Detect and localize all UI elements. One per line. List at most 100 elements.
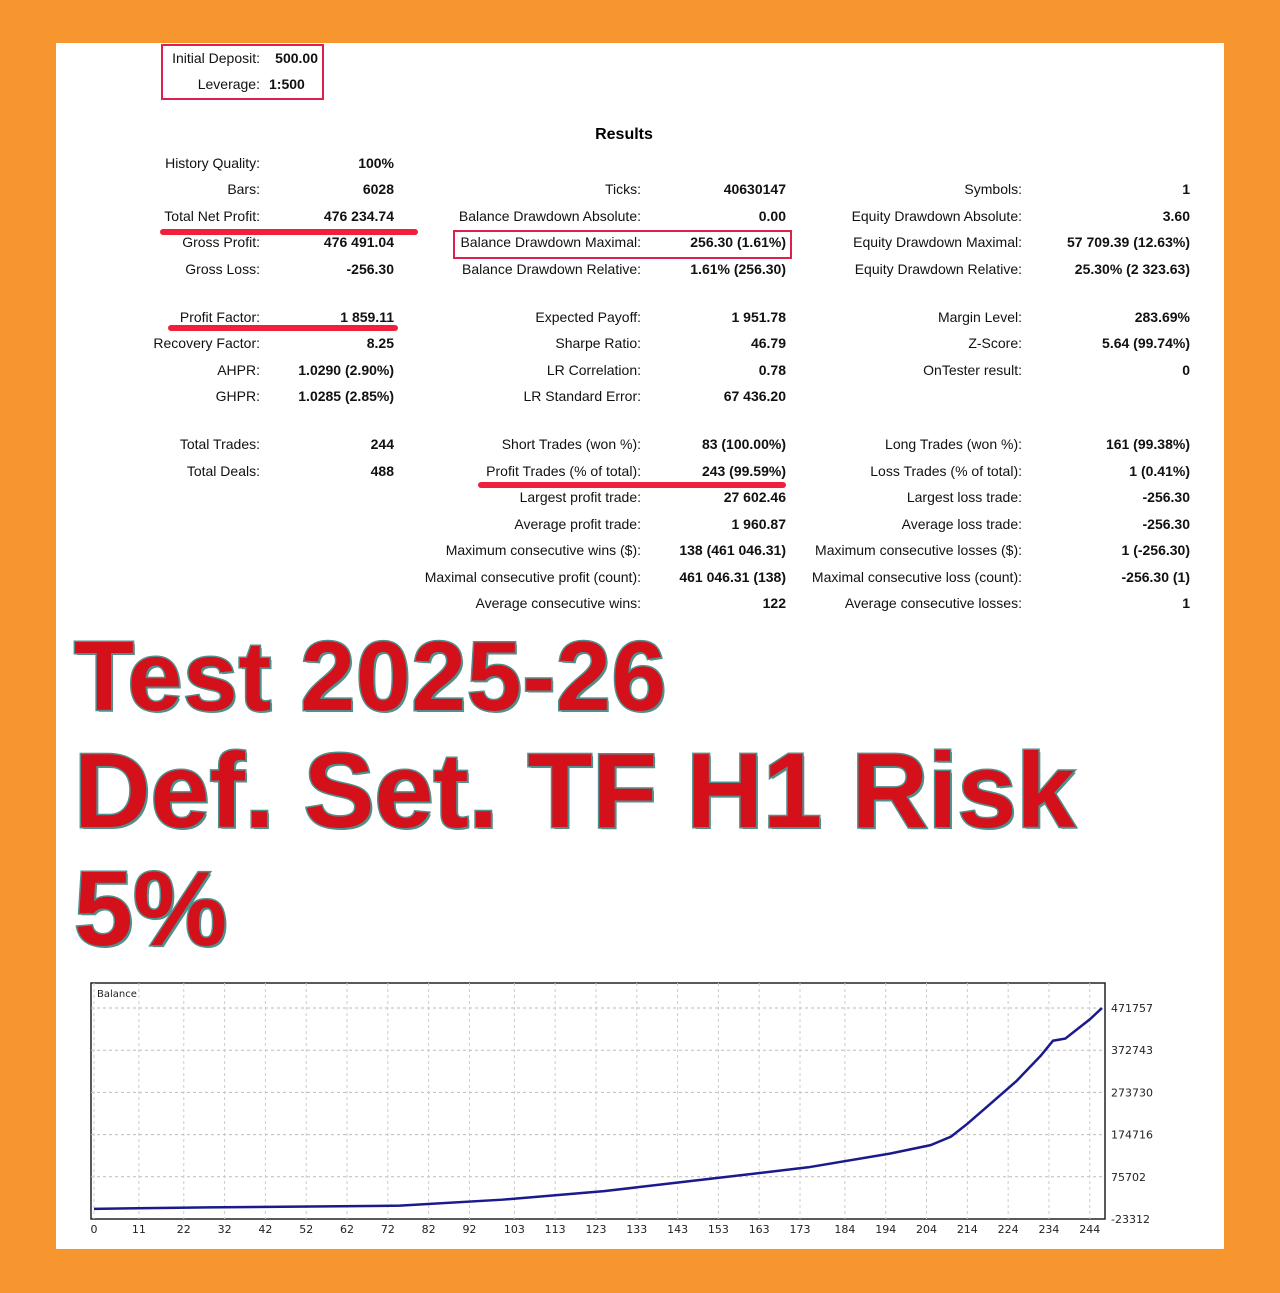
col2-value: 27 602.46 (723, 489, 786, 505)
col1-label: Gross Profit: (182, 234, 260, 250)
x-tick-label: 204 (916, 1223, 937, 1236)
x-tick-label: 163 (749, 1223, 770, 1236)
col1-value: 1.0285 (2.85%) (298, 388, 394, 404)
col1-label: Profit Factor: (179, 309, 260, 325)
col1-label: Total Net Profit: (164, 208, 260, 224)
col2-label: Maximum consecutive wins ($): (445, 542, 641, 558)
col3-label: Maximum consecutive losses ($): (815, 542, 1022, 558)
col3-label: Equity Drawdown Relative: (854, 261, 1022, 277)
overlay-title-line1: Test 2025-26 (73, 620, 668, 733)
col3-label: Largest loss trade: (906, 489, 1022, 505)
x-tick-label: 234 (1038, 1223, 1059, 1236)
col3-value: 161 (99.38%) (1105, 436, 1190, 452)
leverage-value: 1:500 (269, 76, 305, 92)
y-tick-label: -23312 (1111, 1213, 1150, 1226)
col3-value: 1 (-256.30) (1121, 542, 1190, 558)
chart-frame (90, 982, 1106, 1220)
highlight-underline-profit-factor (168, 325, 398, 331)
lower-section: Test 2025-26 Def. Set. TF H1 Risk 5% 471… (0, 620, 1280, 1241)
col1-label: Bars: (227, 181, 260, 197)
leverage-label: Leverage: (197, 76, 260, 92)
col1-value: 488 (370, 463, 394, 479)
col2-label: Average profit trade: (514, 516, 641, 532)
results-title: Results (595, 126, 653, 143)
col1-value: 476 234.74 (323, 208, 394, 224)
col3-value: 1 (1182, 595, 1190, 611)
x-tick-label: 62 (340, 1223, 354, 1236)
x-tick-label: 194 (875, 1223, 896, 1236)
x-tick-label: 214 (957, 1223, 978, 1236)
col1-label: Total Deals: (186, 463, 260, 479)
col2-label: LR Standard Error: (523, 388, 642, 404)
col3-label: OnTester result: (923, 362, 1022, 378)
col3-value: 3.60 (1162, 208, 1190, 224)
col1-value: 1 859.11 (340, 309, 394, 325)
x-tick-label: 92 (462, 1223, 476, 1236)
col1-value: 244 (370, 436, 394, 452)
col2-label: Maximal consecutive profit (count): (424, 569, 641, 585)
col2-value: 0.78 (758, 362, 786, 378)
col1-value: 1.0290 (2.90%) (298, 362, 394, 378)
col1-label: Total Trades: (179, 436, 260, 452)
col2-value: 138 (461 046.31) (679, 542, 786, 558)
balance-chart: 471757 372743 273730 174716 75702 -23312 0 11 22… (90, 982, 1153, 1236)
x-tick-label: 0 (91, 1223, 98, 1236)
col1-value: 476 491.04 (323, 234, 394, 250)
col2-value: 67 436.20 (723, 388, 786, 404)
col3-value: 1 (0.41%) (1129, 463, 1190, 479)
col2-label: LR Correlation: (546, 362, 641, 378)
col1-value: -256.30 (346, 261, 394, 277)
x-tick-label: 42 (258, 1223, 272, 1236)
x-tick-label: 224 (998, 1223, 1019, 1236)
col2-value: 0.00 (758, 208, 786, 224)
x-tick-label: 123 (585, 1223, 606, 1236)
col2-label: Balance Drawdown Relative: (462, 261, 641, 277)
x-tick-label: 72 (381, 1223, 395, 1236)
col1-label: Gross Loss: (185, 261, 260, 277)
col3-value: 1 (1182, 181, 1190, 197)
x-tick-label: 184 (834, 1223, 855, 1236)
col2-value: 1 951.78 (731, 309, 787, 325)
col2-label: Average consecutive wins: (475, 595, 642, 611)
col2-value: 461 046.31 (138) (679, 569, 786, 585)
col3-label: Equity Drawdown Maximal: (853, 234, 1022, 250)
balance-drawdown-highlight-box (453, 230, 792, 259)
col2-label: Ticks: (604, 181, 641, 197)
col3-value: 57 709.39 (12.63%) (1067, 234, 1190, 250)
x-tick-label: 82 (422, 1223, 436, 1236)
col2-value: 243 (99.59%) (701, 463, 786, 479)
highlight-underline-profit-trades (478, 482, 786, 488)
col2-value: 1.61% (256.30) (690, 261, 786, 277)
x-tick-label: 113 (545, 1223, 566, 1236)
x-tick-label: 52 (299, 1223, 313, 1236)
col2-label: Largest profit trade: (519, 489, 641, 505)
y-tick-label: 174716 (1111, 1129, 1153, 1142)
col2-label: Expected Payoff: (535, 309, 641, 325)
overlay-title-line2: Def. Set. TF H1 Risk 5% (73, 730, 1077, 970)
x-tick-label: 153 (708, 1223, 729, 1236)
x-tick-label: 143 (667, 1223, 688, 1236)
col3-label: Average loss trade: (901, 516, 1022, 532)
col2-label: Profit Trades (% of total): (486, 463, 641, 479)
col3-value: 283.69% (1134, 309, 1190, 325)
col1-label: GHPR: (215, 388, 260, 404)
col1-label: AHPR: (217, 362, 260, 378)
x-tick-label: 173 (790, 1223, 811, 1236)
col3-label: Maximal consecutive loss (count): (811, 569, 1022, 585)
deposit-highlight-box (161, 44, 324, 100)
y-tick-label: 273730 (1111, 1087, 1153, 1100)
col3-value: -256.30 (1142, 516, 1190, 532)
col3-value: 0 (1182, 362, 1190, 378)
col2-value: 83 (100.00%) (701, 436, 786, 452)
col2-value: 256.30 (1.61%) (690, 234, 786, 250)
col3-value: 25.30% (2 323.63) (1074, 261, 1190, 277)
col2-value: 40630147 (723, 181, 786, 197)
x-tick-label: 244 (1079, 1223, 1100, 1236)
x-tick-label: 32 (218, 1223, 232, 1236)
highlight-underline-net-profit (160, 229, 418, 235)
col1-value: 100% (358, 155, 394, 171)
y-tick-label: 471757 (1111, 1002, 1153, 1015)
col1-label: History Quality: (165, 155, 260, 171)
col2-label: Short Trades (won %): (501, 436, 641, 452)
x-tick-label: 103 (504, 1223, 525, 1236)
